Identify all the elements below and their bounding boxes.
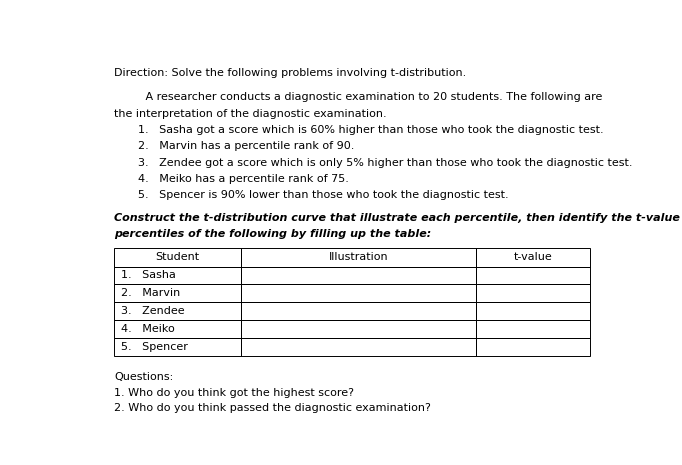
Bar [477,320,590,338]
Bar [115,248,241,266]
Bar [241,248,477,266]
Bar [241,285,477,302]
Text: t-value: t-value [514,252,552,262]
Bar [115,320,241,338]
Bar [115,266,241,285]
Text: 1. Who do you think got the highest score?: 1. Who do you think got the highest scor… [115,388,355,398]
Bar [115,338,241,356]
Bar [477,302,590,320]
Bar [241,338,477,356]
Bar [115,302,241,320]
Text: 1.   Sasha got a score which is 60% higher than those who took the diagnostic te: 1. Sasha got a score which is 60% higher… [138,125,604,135]
Text: 2.   Marvin: 2. Marvin [121,288,180,299]
Text: 2. Who do you think passed the diagnostic examination?: 2. Who do you think passed the diagnosti… [115,403,431,413]
Text: 3.   Zendee got a score which is only 5% higher than those who took the diagnost: 3. Zendee got a score which is only 5% h… [138,158,633,168]
Text: 1.   Sasha: 1. Sasha [121,271,175,280]
Text: the interpretation of the diagnostic examination.: the interpretation of the diagnostic exa… [115,109,387,119]
Text: percentiles of the following by filling up the table:: percentiles of the following by filling … [115,229,432,239]
Text: 5.   Spencer is 90% lower than those who took the diagnostic test.: 5. Spencer is 90% lower than those who t… [138,190,509,200]
Bar [115,285,241,302]
Text: Illustration: Illustration [329,252,389,262]
Text: 5.   Spencer: 5. Spencer [121,342,188,352]
Bar [477,338,590,356]
Bar [477,266,590,285]
Text: Construct the t-distribution curve that illustrate each percentile, then identif: Construct the t-distribution curve that … [115,213,682,223]
Bar [477,285,590,302]
Bar [241,266,477,285]
Bar [241,320,477,338]
Text: Questions:: Questions: [115,372,174,381]
Bar [241,302,477,320]
Text: A researcher conducts a diagnostic examination to 20 students. The following are: A researcher conducts a diagnostic exami… [115,93,603,102]
Text: 2.   Marvin has a percentile rank of 90.: 2. Marvin has a percentile rank of 90. [138,141,355,152]
Text: 3.   Zendee: 3. Zendee [121,306,184,316]
Text: Direction: Solve the following problems involving t-distribution.: Direction: Solve the following problems … [115,68,466,78]
Text: 4.   Meiko has a percentile rank of 75.: 4. Meiko has a percentile rank of 75. [138,174,349,184]
Bar [477,248,590,266]
Text: 4.   Meiko: 4. Meiko [121,324,175,334]
Text: Student: Student [155,252,200,262]
